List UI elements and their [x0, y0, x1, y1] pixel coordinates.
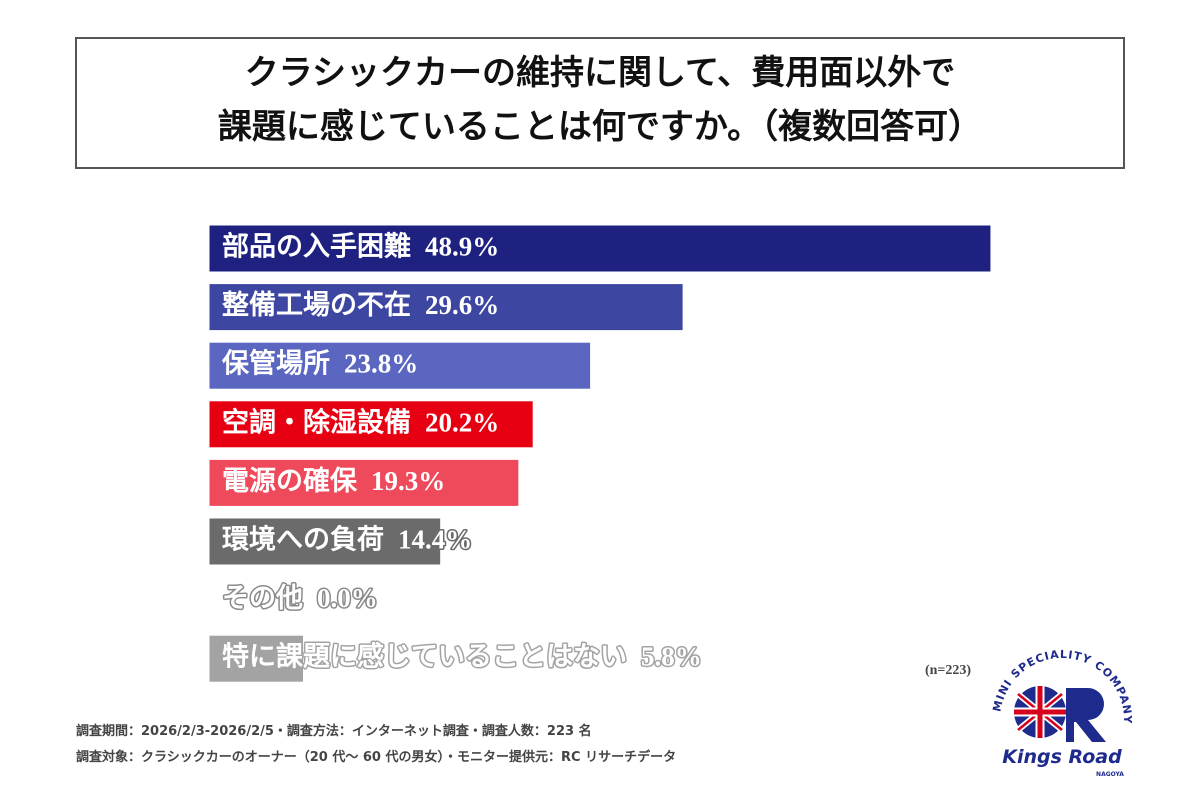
value-label: 19.3% — [371, 466, 445, 496]
logo: MINI SPECIALITY COMPANY Kings Road NAGOY… — [990, 648, 1133, 778]
category-label: 部品の入手困難 — [222, 231, 411, 262]
bar-label: その他 0.0% — [222, 583, 378, 613]
title-line: クラシックカーの維持に関して、費用面以外で — [245, 54, 956, 92]
category-label: 空調・除湿設備 — [222, 407, 411, 438]
footnote: 調査期間：2026/2/3-2026/2/5・調査方法：インターネット調査・調査… — [76, 723, 592, 739]
category-label: その他 — [222, 583, 303, 613]
category-label: 整備工場の不在 — [222, 289, 411, 320]
value-label: 48.9% — [425, 232, 499, 262]
bar-label: 保管場所 23.8% — [221, 349, 418, 379]
category-label: 保管場所 — [221, 349, 330, 379]
sample-size: (n=223) — [925, 663, 971, 678]
bar — [209, 459, 519, 506]
value-label: 23.8% — [344, 349, 418, 379]
category-label: 電源の確保 — [222, 465, 358, 496]
logo-name: Kings Road — [1002, 746, 1122, 768]
value-label: 20.2% — [425, 408, 499, 438]
value-label: 14.4% — [398, 525, 472, 555]
bar — [209, 635, 304, 682]
value-label: 29.6% — [425, 290, 499, 320]
footnote: 調査対象：クラシックカーのオーナー（20 代～ 60 代の男女）・モニター提供元… — [76, 749, 676, 765]
bar-label: 部品の入手困難 48.9% — [222, 231, 499, 262]
title-box — [75, 37, 1125, 169]
bar-label: 整備工場の不在 29.6% — [222, 289, 499, 320]
bar — [209, 518, 441, 565]
logo-city: NAGOYA — [1096, 771, 1124, 778]
category-label: 特に課題に感じていることはない — [222, 641, 627, 672]
bar — [209, 225, 991, 272]
title-line: 課題に感じていることは何ですか。（複数回答可） — [218, 107, 982, 146]
bar — [209, 284, 683, 331]
bar — [209, 401, 533, 448]
logo-flag-cross — [1014, 686, 1066, 738]
bar-label: 特に課題に感じていることはない 5.8% — [222, 641, 702, 672]
bar-label: 空調・除湿設備 20.2% — [222, 407, 499, 438]
category-label: 環境への負荷 — [222, 525, 384, 555]
value-label: 5.8% — [641, 642, 702, 672]
logo-r — [1066, 688, 1106, 742]
bar — [209, 342, 591, 389]
bar-label: 電源の確保 19.3% — [222, 465, 445, 496]
value-label: 0.0% — [317, 583, 378, 613]
bar-label: 環境への負荷 14.4% — [222, 525, 472, 555]
